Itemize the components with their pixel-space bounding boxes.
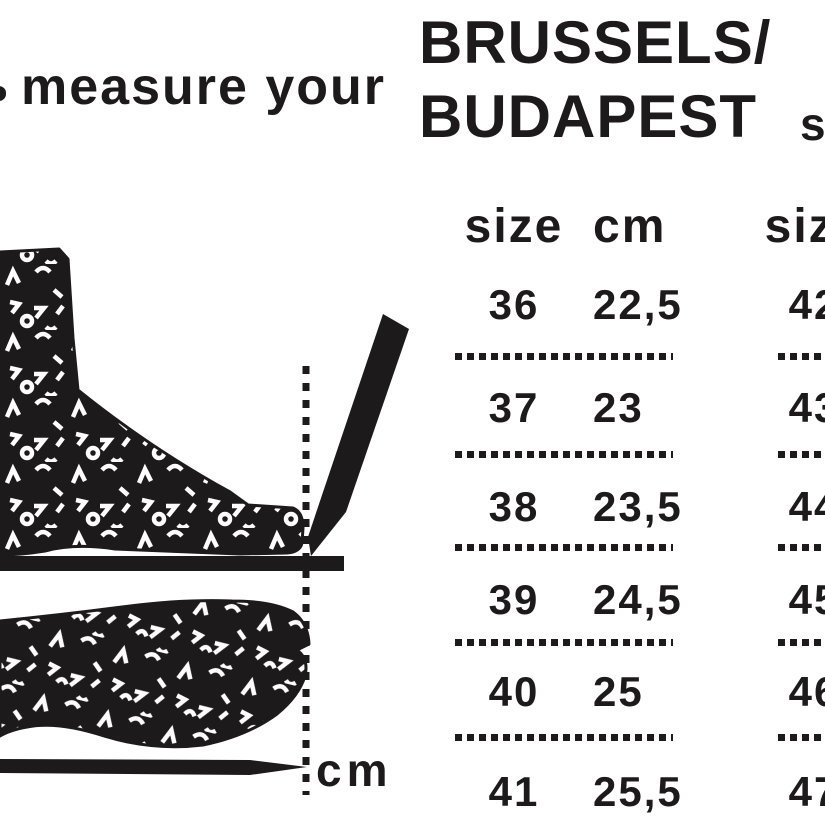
table-row: 39 24,5 [446, 578, 726, 622]
foot-top-view [0, 599, 311, 749]
size-value: 41 [488, 768, 540, 815]
ground-line [0, 556, 344, 571]
pencil-icon [308, 314, 409, 556]
table-row: 36 22,5 [446, 283, 726, 327]
table-row: 42 [746, 283, 825, 327]
title-line-1: BRUSSELS/ [419, 9, 772, 76]
right-edge-cropped-text: s [800, 98, 825, 150]
row-divider [455, 451, 673, 458]
cm-unit-label: cm [316, 744, 393, 796]
size-value: 44 [788, 483, 825, 530]
size-value: 43 [788, 384, 825, 431]
size-table-right-cropped: size 42 43 44 45 46 47 [746, 0, 825, 825]
table-row: 44 [746, 485, 825, 529]
title-line-2: BUDAPEST [419, 83, 758, 150]
cm-value: 25,5 [593, 768, 683, 815]
cm-value: 23,5 [593, 483, 683, 530]
size-value: 37 [488, 384, 540, 431]
row-divider [455, 639, 673, 646]
row-divider [778, 353, 825, 360]
row-divider [455, 353, 673, 360]
cm-value: 24,5 [593, 576, 683, 623]
column-header-size: size [464, 200, 564, 253]
table-row: 46 [746, 670, 825, 714]
size-table-brussels-budapest: size cm 36 22,5 37 23 38 23,5 39 24,5 40… [446, 0, 726, 825]
column-header-size: size [764, 200, 825, 253]
size-value: 38 [488, 483, 540, 530]
size-value: 47 [788, 768, 825, 815]
foot-side-view [0, 247, 305, 557]
cropped-letter-fragment [0, 86, 6, 101]
table-row: 38 23,5 [446, 485, 726, 529]
column-header-cm: cm [593, 200, 667, 253]
size-value: 36 [488, 281, 540, 328]
size-value: 46 [788, 668, 825, 715]
measure-your-label: measure your [21, 58, 387, 116]
row-divider [455, 734, 673, 741]
cm-value: 23 [593, 384, 644, 431]
cm-value: 25 [593, 668, 644, 715]
size-value: 40 [488, 668, 540, 715]
row-divider [778, 639, 825, 646]
size-value: 45 [788, 576, 825, 623]
row-divider [778, 451, 825, 458]
measure-length-arrow [0, 759, 307, 775]
size-value: 39 [488, 576, 540, 623]
page-title: BRUSSELS/ BUDAPEST [419, 6, 771, 154]
cm-value: 22,5 [593, 281, 683, 328]
size-value: 42 [788, 281, 825, 328]
row-divider [778, 734, 825, 741]
table-row: 47 [746, 770, 825, 814]
table-row: 45 [746, 578, 825, 622]
foot-measurement-illustration [0, 247, 409, 795]
row-divider [778, 544, 825, 551]
row-divider [455, 544, 673, 551]
table-row: 43 [746, 386, 825, 430]
table-row: 41 25,5 [446, 770, 726, 814]
table-row: 40 25 [446, 670, 726, 714]
table-row: 37 23 [446, 386, 726, 430]
